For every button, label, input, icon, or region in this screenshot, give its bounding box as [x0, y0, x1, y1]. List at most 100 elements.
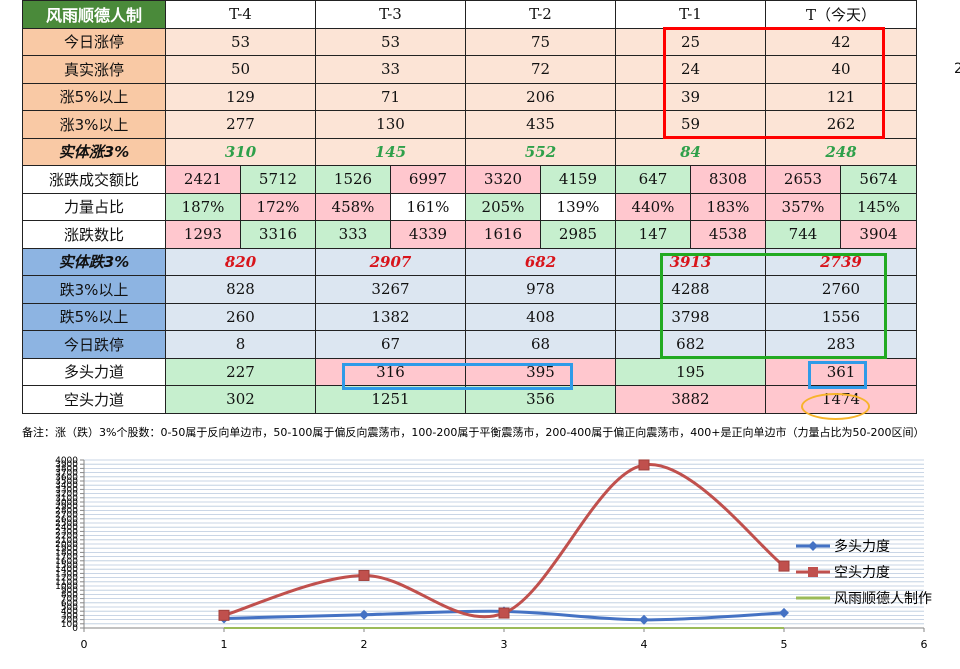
row-label: 实体跌3% — [22, 247, 166, 276]
y-tick-label: 2600 — [55, 515, 78, 525]
y-tick-label: 3900 — [55, 460, 78, 470]
table-cell: 260 — [165, 302, 316, 331]
x-tick-label: 4 — [641, 638, 648, 651]
y-tick-label: 700 — [61, 595, 78, 605]
y-tick-label: 1400 — [55, 565, 78, 575]
table-cell: 183% — [690, 192, 766, 221]
table-cell: 435 — [465, 110, 616, 139]
table-row: 今日跌停 8 67 68 682 283 — [22, 330, 918, 359]
table-cell: 4288 — [615, 275, 766, 304]
table-cell: 8308 — [690, 165, 766, 194]
table-cell: 2739 — [764, 247, 918, 276]
table-cell: 277 — [165, 110, 316, 139]
ratio-row: 涨跌数比 1293 3316 333 4339 1616 2985 147 4538 744 390… — [22, 220, 918, 249]
table-cell: 5674 — [839, 165, 918, 194]
legend-label: 风雨顺德人制作 — [834, 591, 932, 607]
table-cell: 195 — [615, 357, 766, 386]
row-label: 今日跌停 — [22, 330, 166, 359]
data-point — [638, 459, 650, 471]
table-cell: 682 — [615, 330, 766, 359]
y-tick-label: 1500 — [55, 561, 78, 571]
table-cell: 129 — [165, 82, 316, 111]
row-label: 真实涨停 — [22, 55, 166, 84]
y-tick-label: 3300 — [55, 485, 78, 495]
y-tick-label: 3200 — [55, 490, 78, 500]
table-row: 真实涨停 50 33 72 24 40 — [22, 55, 918, 84]
table-cell: 1474 — [764, 385, 918, 414]
y-tick-label: 2300 — [55, 527, 78, 537]
column-header: T（今天） — [764, 0, 918, 29]
y-tick-label: 2700 — [55, 511, 78, 521]
y-tick-label: 0 — [72, 624, 78, 634]
table-cell: 33 — [315, 55, 466, 84]
legend-label: 空头力度 — [834, 565, 890, 581]
y-tick-label: 200 — [61, 616, 78, 626]
x-tick-label: 2 — [361, 638, 368, 651]
table-cell: 828 — [165, 275, 316, 304]
table-cell: 5712 — [240, 165, 316, 194]
header-row: 风雨顺德人制 T-4 T-3 T-2 T-1 T（今天） — [22, 0, 918, 29]
table-cell: 2907 — [315, 247, 466, 276]
table-cell: 262 — [764, 110, 918, 139]
table-cell: 2760 — [764, 275, 918, 304]
row-label: 力量占比 — [22, 192, 166, 221]
y-tick-label: 1700 — [55, 553, 78, 563]
table-cell: 139% — [540, 192, 616, 221]
table-cell: 1251 — [315, 385, 466, 414]
table-cell: 187% — [165, 192, 241, 221]
table-cell: 1526 — [315, 165, 391, 194]
table-cell: 2421 — [165, 165, 241, 194]
table-row: 跌3%以上 828 3267 978 4288 2760 — [22, 275, 918, 304]
series-line — [223, 463, 785, 619]
table-cell: 1382 — [315, 302, 466, 331]
table-cell: 53 — [315, 27, 466, 56]
y-tick-label: 3000 — [55, 498, 78, 508]
y-tick-label: 1900 — [55, 544, 78, 554]
y-tick-label: 2400 — [55, 523, 78, 533]
table-cell: 42 — [764, 27, 918, 56]
table-cell: 67 — [315, 330, 466, 359]
table-cell: 227 — [165, 357, 316, 386]
table-cell: 4159 — [540, 165, 616, 194]
y-tick-label: 3100 — [55, 494, 78, 504]
table-cell: 3882 — [615, 385, 766, 414]
table-cell: 357% — [765, 192, 841, 221]
y-tick-label: 1300 — [55, 569, 78, 579]
row-label: 今日涨停 — [22, 27, 166, 56]
y-tick-label: 1200 — [55, 574, 78, 584]
row-label: 涨3%以上 — [22, 110, 166, 139]
table-cell: 3904 — [839, 220, 918, 249]
y-tick-label: 1600 — [55, 557, 78, 567]
table-cell: 458% — [315, 192, 391, 221]
y-tick-label: 3600 — [55, 473, 78, 483]
table-row: 今日涨停 53 53 75 25 42 — [22, 27, 918, 56]
table-cell: 4538 — [690, 220, 766, 249]
column-header: T-1 — [615, 0, 766, 29]
legend-marker — [808, 541, 818, 551]
table-cell: 75 — [465, 27, 616, 56]
table-cell: 145 — [315, 137, 466, 166]
column-header: T-4 — [165, 0, 316, 29]
table-cell: 59 — [615, 110, 766, 139]
data-point — [639, 614, 649, 625]
data-point — [779, 607, 789, 618]
table-cell: 68 — [465, 330, 616, 359]
ratio-row: 力量占比 187% 172% 458% 161% 205% 139% 440% 183% 357%… — [22, 192, 918, 221]
row-label: 跌3%以上 — [22, 275, 166, 304]
x-tick-label: 0 — [81, 638, 88, 651]
table-cell: 408 — [465, 302, 616, 331]
table-cell: 172% — [240, 192, 316, 221]
table-cell: 130 — [315, 110, 466, 139]
solid-down-row: 实体跌3% 820 2907 682 3913 2739 — [22, 247, 918, 276]
y-tick-label: 2500 — [55, 519, 78, 529]
table-cell: 302 — [165, 385, 316, 414]
row-label: 实体涨3% — [22, 137, 166, 166]
market-breadth-table: 风雨顺德人制 T-4 T-3 T-2 T-1 T（今天） 今日涨停 53 53 75 25 42 真实涨… — [22, 0, 918, 414]
data-point — [359, 609, 369, 620]
table-cell: 440% — [615, 192, 691, 221]
x-tick-label: 6 — [921, 638, 928, 651]
table-cell: 310 — [165, 137, 316, 166]
y-tick-label: 500 — [61, 603, 78, 613]
column-header: T-2 — [465, 0, 616, 29]
y-tick-label: 600 — [61, 599, 78, 609]
